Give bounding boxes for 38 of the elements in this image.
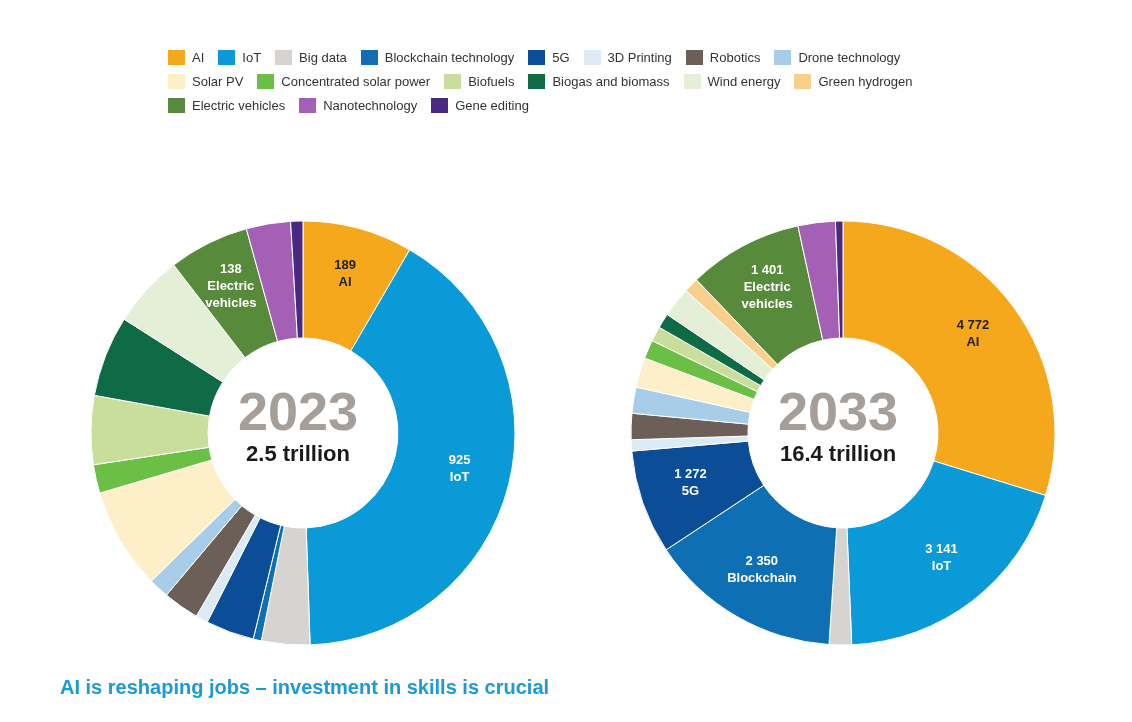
slice-label: AI <box>966 334 980 350</box>
legend-label: Electric vehicles <box>192 97 286 113</box>
text: 2023 <box>236 381 360 441</box>
data-label: 2 350 <box>745 552 779 568</box>
legend-label: Nanotechnology <box>323 97 418 113</box>
legend-label: Robotics <box>709 49 761 65</box>
slice-label: Electric vehicles <box>741 279 793 312</box>
data-label: 1 272 <box>674 466 707 482</box>
slice-label: IoT <box>449 469 470 485</box>
legend-label: Biogas and biomass <box>552 73 670 89</box>
legend-label: AI <box>192 49 205 65</box>
legend-label: Green hydrogen <box>818 73 913 89</box>
legend-label: Solar PV <box>192 73 244 89</box>
legend-label: Drone technology <box>798 49 901 65</box>
data-label: 1 401 <box>750 262 784 278</box>
legend-label: 5G <box>552 49 570 65</box>
data-label: 138 <box>220 260 242 276</box>
legend-label: IoT <box>242 49 262 65</box>
data-label: 925 <box>448 452 471 468</box>
text: 16.4 trillion <box>778 441 898 467</box>
text: 2.5 trillion <box>246 441 350 466</box>
legend-label: Blockchain technology <box>384 49 515 65</box>
legend-label: Concentrated solar power <box>281 73 431 89</box>
legend-label: Big data <box>299 49 347 65</box>
data-label: 3 141 <box>925 540 958 556</box>
slice-label: Blockchain <box>727 569 797 585</box>
legend-label: Biofuels <box>468 73 515 89</box>
legend-label: 3D Printing <box>607 49 672 65</box>
slice-label: Electric vehicles <box>205 277 257 310</box>
text: AI is reshaping jobs – investment in skills is crucial <box>60 676 550 699</box>
data-label: 4 772 <box>956 317 990 333</box>
text: 2033 <box>776 381 900 441</box>
legend-label: Gene editing <box>455 97 529 113</box>
legend-label: Wind energy <box>707 73 781 89</box>
slice-label: IoT <box>931 557 952 573</box>
slice-label: AI <box>338 274 352 290</box>
data-label: 189 <box>334 257 356 273</box>
slice-label: 5G <box>681 483 700 499</box>
